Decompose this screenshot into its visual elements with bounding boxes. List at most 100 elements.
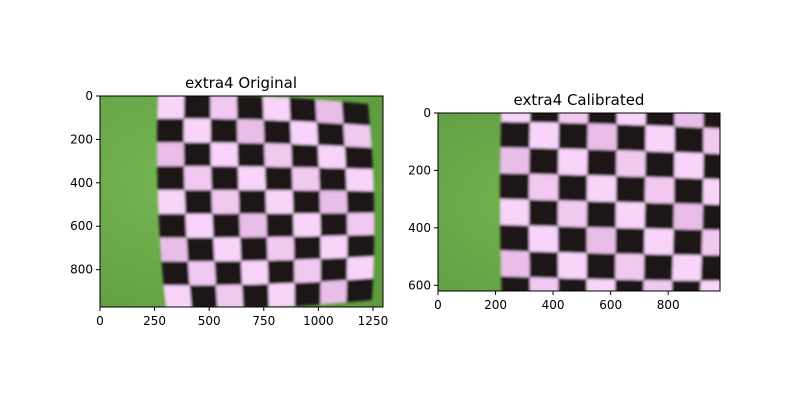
- board-square-dark: [341, 101, 370, 126]
- x-tick-label: 0: [96, 314, 104, 328]
- y-tick-label: 0: [85, 89, 93, 103]
- board-square-light: [343, 123, 372, 148]
- board-square-light: [558, 113, 589, 124]
- board-square-dark: [346, 190, 375, 214]
- board-square-dark: [294, 281, 321, 307]
- x-tick-label: 800: [657, 298, 680, 312]
- board-square-light: [587, 123, 617, 151]
- board-square-dark: [671, 280, 701, 291]
- board-square-dark: [183, 142, 212, 167]
- board-square-light: [238, 166, 266, 191]
- board-square-light: [500, 250, 530, 278]
- y-tick-label: 400: [70, 176, 93, 190]
- board-square-light: [157, 142, 185, 167]
- board-square-dark: [586, 253, 616, 280]
- board-square-dark: [210, 118, 238, 143]
- board-square-light: [185, 213, 214, 238]
- board-square-light: [320, 280, 347, 305]
- board-square-dark: [320, 257, 348, 282]
- y-tick-label: 600: [70, 219, 93, 233]
- board-square-dark: [616, 176, 646, 203]
- axes-frame: [99, 95, 384, 308]
- board-square-light: [674, 152, 704, 179]
- board-square-dark: [291, 144, 319, 168]
- board-square-light: [184, 166, 212, 191]
- board-square-dark: [240, 237, 268, 262]
- board-square-dark: [346, 278, 374, 303]
- board-square-light: [263, 96, 291, 121]
- board-square-dark: [289, 97, 317, 123]
- board-square-dark: [703, 153, 720, 180]
- y-tick-label: 200: [408, 163, 431, 177]
- image-original: [100, 96, 383, 307]
- board-square-light: [529, 225, 558, 253]
- board-square-dark: [267, 259, 295, 285]
- board-square-light: [237, 119, 265, 144]
- board-square-dark: [214, 261, 243, 286]
- board-square-light: [159, 237, 188, 262]
- board-square-dark: [643, 254, 673, 281]
- board-square-dark: [674, 126, 704, 154]
- panel-title: extra4 Calibrated: [514, 91, 645, 109]
- board-square-dark: [242, 284, 269, 307]
- board-square-light: [294, 258, 321, 283]
- board-square-dark: [616, 124, 646, 152]
- board-square-dark: [186, 237, 215, 262]
- board-square-dark: [703, 113, 720, 129]
- board-square-dark: [587, 149, 617, 177]
- board-square-light: [265, 190, 294, 214]
- board-square-dark: [237, 142, 265, 167]
- panel-title: extra4 Original: [185, 74, 297, 92]
- x-tick-label: 1250: [358, 314, 389, 328]
- board-square-dark: [318, 167, 347, 191]
- board-square-light: [644, 228, 674, 255]
- board-square-dark: [292, 190, 321, 214]
- axis-ticks: 0 250 500 750 1000 1250 0 200 400 600 800: [70, 89, 388, 328]
- board-square-light: [529, 122, 559, 149]
- board-square-light: [241, 260, 269, 285]
- image-calibrated: [438, 113, 720, 291]
- board-square-dark: [161, 261, 190, 286]
- board-square-dark: [157, 166, 185, 191]
- board-square-light: [703, 178, 720, 205]
- board-square-light: [292, 167, 320, 191]
- board-square-light: [643, 280, 673, 291]
- board-square-light: [616, 150, 646, 177]
- x-tick-label: 750: [252, 314, 275, 328]
- x-tick-label: 250: [143, 314, 166, 328]
- y-tick-label: 800: [70, 263, 93, 277]
- board-square-light: [616, 113, 646, 126]
- board-square-light: [700, 280, 720, 291]
- y-tick-label: 0: [423, 106, 431, 120]
- board-square-light: [215, 284, 244, 307]
- board-square-dark: [211, 166, 239, 191]
- board-square-dark: [293, 236, 321, 260]
- board-square-light: [267, 236, 295, 261]
- axis-ticks: 0 200 400 600 800 0 200 400 600: [408, 106, 680, 312]
- board-square-dark: [500, 224, 530, 252]
- board-square-dark: [320, 213, 348, 237]
- board-square-dark: [529, 251, 559, 279]
- board-square-light: [586, 279, 616, 291]
- board-square-dark: [500, 121, 530, 148]
- board-square-dark: [615, 279, 644, 291]
- board-square-dark: [501, 276, 531, 291]
- board-square-light: [163, 285, 192, 307]
- board-square-dark: [189, 285, 218, 307]
- board-square-dark: [673, 229, 703, 256]
- x-tick-label: 600: [599, 298, 622, 312]
- board-square-dark: [615, 227, 645, 255]
- board-square-light: [290, 121, 318, 146]
- board-square-light: [264, 143, 292, 168]
- x-tick-label: 0: [434, 298, 442, 312]
- board-square-light: [319, 190, 348, 214]
- axes-frame: [437, 112, 721, 292]
- board-square-dark: [236, 96, 264, 120]
- board-square-light: [345, 168, 374, 192]
- board-square-dark: [263, 119, 292, 145]
- board-square-dark: [344, 146, 373, 170]
- board-square-light: [529, 277, 559, 291]
- board-square-light: [210, 96, 238, 120]
- board-square-dark: [212, 213, 241, 238]
- board-square-light: [320, 235, 348, 259]
